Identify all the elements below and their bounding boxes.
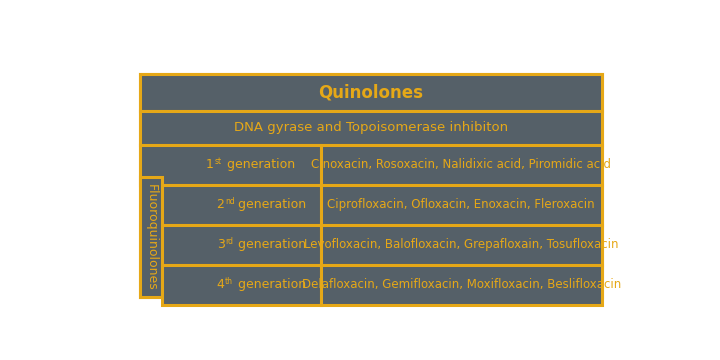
Text: nd: nd: [225, 197, 235, 206]
FancyBboxPatch shape: [321, 225, 601, 265]
Text: Cinoxacin, Rosoxacin, Nalidixic acid, Piromidic acid: Cinoxacin, Rosoxacin, Nalidixic acid, Pi…: [311, 158, 611, 171]
Text: Delafloxacin, Gemifloxacin, Moxifloxacin, Beslifloxacin: Delafloxacin, Gemifloxacin, Moxifloxacin…: [302, 279, 621, 292]
Text: 3: 3: [217, 238, 225, 251]
Text: rd: rd: [225, 237, 233, 246]
FancyBboxPatch shape: [140, 145, 321, 185]
FancyBboxPatch shape: [162, 265, 321, 305]
FancyBboxPatch shape: [321, 185, 601, 225]
FancyBboxPatch shape: [140, 177, 162, 297]
Text: st: st: [215, 157, 222, 166]
Text: generation: generation: [234, 198, 306, 211]
Text: generation: generation: [223, 158, 295, 171]
Text: generation: generation: [234, 279, 306, 292]
FancyBboxPatch shape: [140, 74, 601, 297]
Text: Levofloxacin, Balofloxacin, Grepafloxain, Tosufloxacin: Levofloxacin, Balofloxacin, Grepafloxain…: [304, 238, 618, 251]
Text: Quinolones: Quinolones: [318, 84, 423, 102]
FancyBboxPatch shape: [140, 111, 601, 145]
FancyBboxPatch shape: [162, 225, 321, 265]
Text: Ciprofloxacin, Ofloxacin, Enoxacin, Fleroxacin: Ciprofloxacin, Ofloxacin, Enoxacin, Fler…: [328, 198, 595, 211]
FancyBboxPatch shape: [140, 74, 601, 111]
FancyBboxPatch shape: [162, 185, 321, 225]
FancyBboxPatch shape: [321, 265, 601, 305]
Text: generation: generation: [234, 238, 306, 251]
Text: Fluoroquinolones: Fluoroquinolones: [145, 184, 158, 291]
FancyBboxPatch shape: [321, 145, 601, 185]
Text: th: th: [225, 276, 233, 285]
Text: 1: 1: [206, 158, 214, 171]
Text: DNA gyrase and Topoisomerase inhibiton: DNA gyrase and Topoisomerase inhibiton: [234, 121, 508, 134]
Text: 4: 4: [217, 279, 225, 292]
Text: 2: 2: [217, 198, 225, 211]
